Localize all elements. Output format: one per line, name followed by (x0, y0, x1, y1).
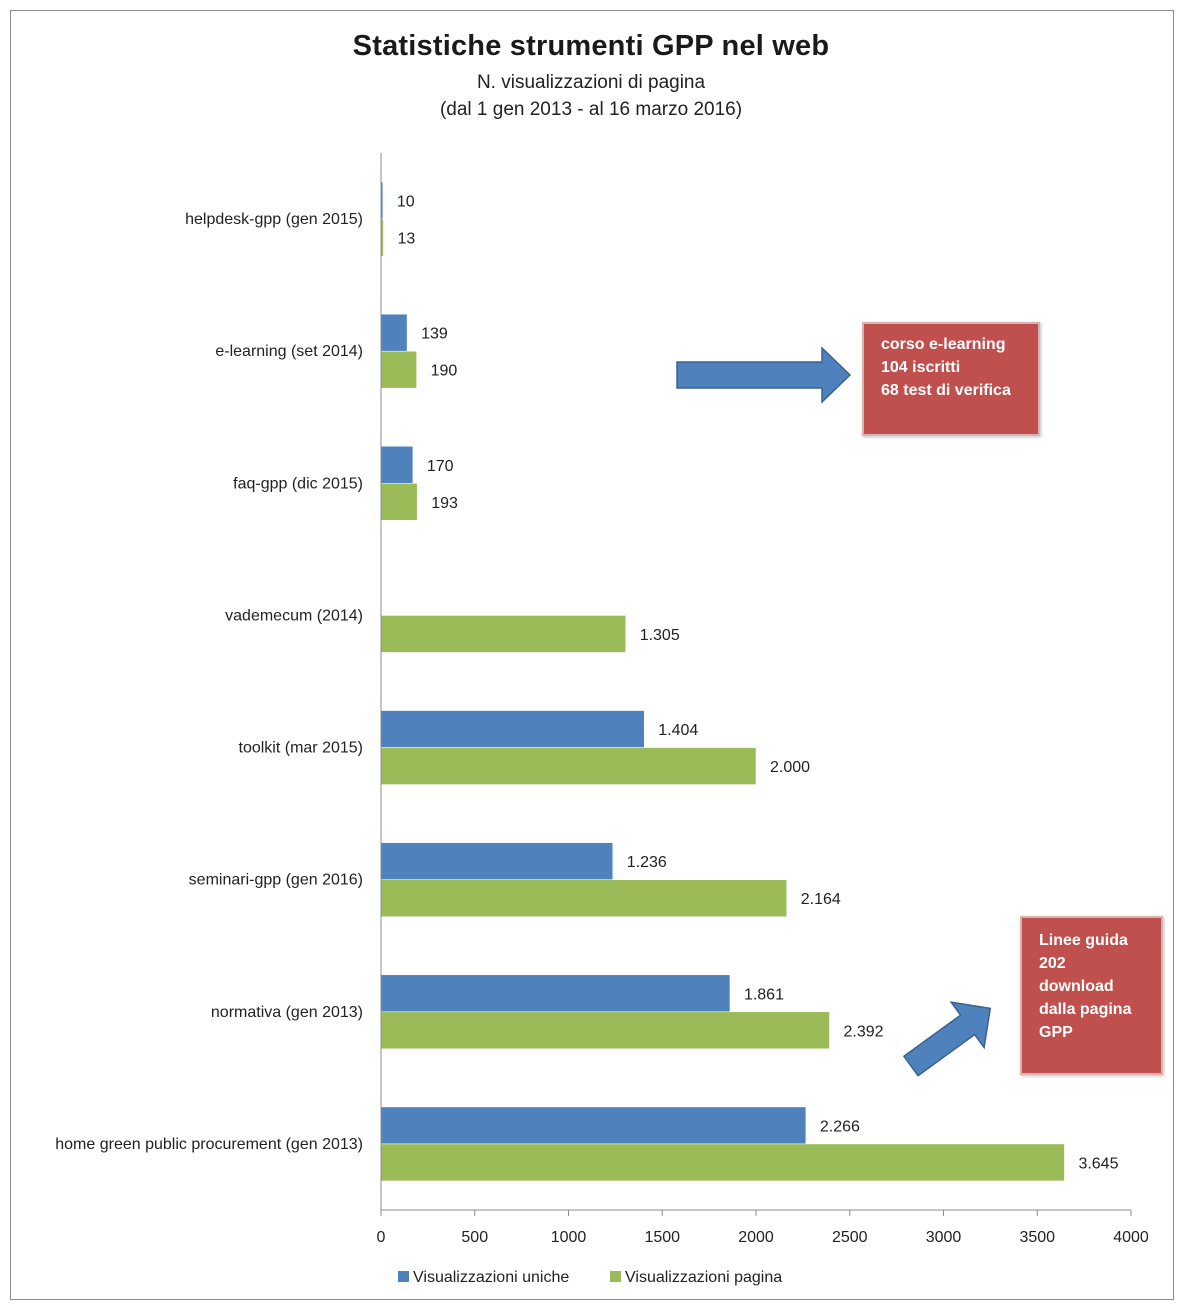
category-label: home green public procurement (gen 2013) (55, 1136, 363, 1153)
bar-visualizzazioni-uniche (380, 446, 414, 484)
category-label: toolkit (mar 2015) (239, 740, 364, 757)
x-tick-label: 2000 (738, 1229, 774, 1246)
chart-subtitle-line-1: N. visualizzazioni di pagina (476, 72, 706, 93)
legend: Visualizzazioni uniche Visualizzazioni pa… (398, 1269, 782, 1286)
data-label: 2.000 (770, 759, 810, 776)
note-line: download (1039, 978, 1114, 995)
note-line: corso e-learning (881, 336, 1006, 353)
data-label: 2.164 (801, 891, 841, 908)
linee-guida-note-box: Linee guida 202 download dalla pagina GP… (1020, 916, 1163, 1075)
data-label: 1.861 (744, 986, 784, 1003)
note-line: 202 (1039, 955, 1066, 972)
note-line: dalla pagina (1039, 1001, 1132, 1018)
x-tick-label: 500 (461, 1229, 488, 1246)
data-label: 1.305 (640, 627, 680, 644)
arrow-right-icon (676, 346, 852, 404)
note-line: GPP (1039, 1024, 1073, 1041)
legend-label: Visualizzazioni uniche (413, 1269, 569, 1286)
legend-label: Visualizzazioni pagina (625, 1269, 782, 1286)
chart-subtitle-line-2: (dal 1 gen 2013 - al 16 marzo 2016) (439, 99, 743, 120)
bar-visualizzazioni-pagina (380, 1143, 1065, 1182)
bar-visualizzazioni-pagina (380, 615, 626, 653)
category-label: faq-gpp (dic 2015) (233, 475, 363, 492)
category-label: normativa (gen 2013) (211, 1004, 363, 1021)
bar-visualizzazioni-pagina (380, 747, 757, 785)
elearning-note-box: corso e-learning 104 iscritti 68 test di… (862, 322, 1040, 436)
bar-visualizzazioni-uniche (380, 842, 613, 880)
bar-visualizzazioni-pagina (380, 350, 417, 389)
arrow-up-right-icon (902, 1001, 992, 1077)
note-line: Linee guida (1039, 932, 1128, 949)
x-tick-label: 0 (377, 1229, 386, 1246)
bar-visualizzazioni-uniche (380, 313, 408, 352)
data-label: 13 (397, 231, 415, 248)
legend-swatch-uniche (398, 1271, 409, 1282)
bars-group (380, 181, 1065, 1182)
data-label: 170 (427, 458, 454, 475)
category-label: e-learning (set 2014) (215, 343, 363, 360)
arrows-group (676, 346, 992, 1077)
x-tick-label: 1500 (644, 1229, 680, 1246)
chart-frame (10, 10, 1174, 1300)
category-label: vademecum (2014) (225, 607, 363, 624)
chart-title: Statistiche strumenti GPP nel web (352, 30, 830, 62)
data-label: 190 (431, 363, 458, 380)
bar-visualizzazioni-uniche (380, 710, 645, 748)
data-label: 2.392 (844, 1023, 884, 1040)
axis-group: 0 500 1000 1500 2000 2500 3000 3500 4000 (377, 153, 1149, 1246)
x-tick-label: 2500 (832, 1229, 868, 1246)
bar-visualizzazioni-pagina (380, 879, 787, 917)
bar-visualizzazioni-uniche (380, 1106, 807, 1145)
value-labels-group: 10 13 139 190 170 193 1.305 1.404 2.000 1.236 2.16… (397, 194, 1119, 1173)
bar-visualizzazioni-uniche (380, 974, 731, 1013)
x-tick-label: 4000 (1113, 1229, 1149, 1246)
legend-swatch-pagina (610, 1271, 621, 1282)
category-label: seminari-gpp (gen 2016) (189, 872, 363, 889)
data-label: 193 (431, 495, 458, 512)
bar-visualizzazioni-pagina (380, 483, 418, 521)
note-line: 68 test di verifica (881, 382, 1011, 399)
x-tick-label: 3000 (926, 1229, 962, 1246)
x-tick-label: 3500 (1019, 1229, 1055, 1246)
data-label: 1.404 (658, 722, 698, 739)
x-tick-label: 1000 (551, 1229, 587, 1246)
note-line: 104 iscritti (881, 359, 961, 376)
bar-visualizzazioni-pagina (380, 1011, 830, 1050)
data-label: 3.645 (1078, 1155, 1118, 1172)
data-label: 10 (397, 194, 415, 211)
category-labels-group: helpdesk-gpp (gen 2015) e-learning (set 2… (55, 211, 363, 1153)
category-label: helpdesk-gpp (gen 2015) (185, 211, 363, 228)
data-label: 2.266 (820, 1118, 860, 1135)
data-label: 1.236 (627, 854, 667, 871)
data-label: 139 (421, 326, 448, 343)
